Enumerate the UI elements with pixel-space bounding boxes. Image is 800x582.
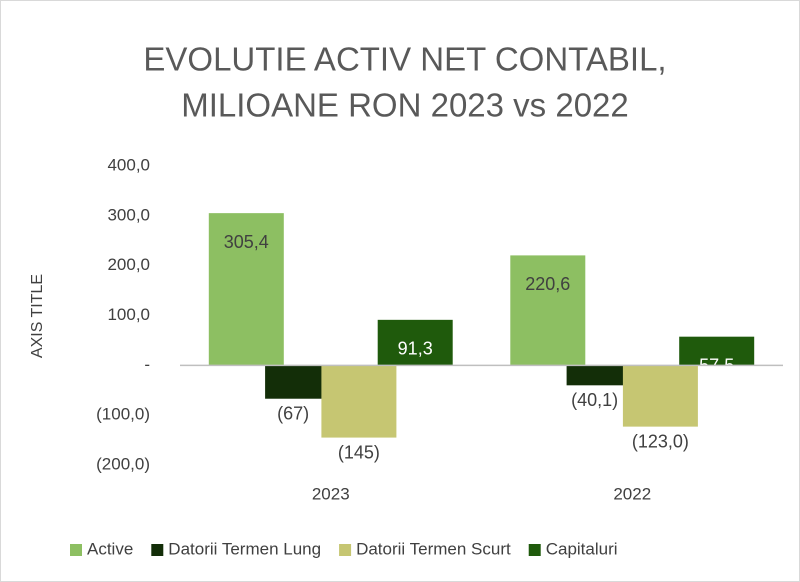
y-axis-title: AXIS TITLE bbox=[29, 274, 46, 358]
data-label: (145) bbox=[338, 442, 380, 462]
data-label: 220,6 bbox=[525, 274, 570, 294]
legend-swatch bbox=[339, 544, 352, 556]
legend-swatch bbox=[528, 544, 541, 556]
bar bbox=[679, 336, 755, 366]
legend-label: Capitaluri bbox=[546, 539, 618, 558]
bar bbox=[377, 319, 453, 366]
data-label: (40,1) bbox=[571, 390, 618, 410]
legend-swatch bbox=[151, 544, 164, 556]
bar bbox=[510, 255, 586, 366]
legend-label: Datorii Termen Scurt bbox=[356, 539, 511, 558]
data-label: (67) bbox=[277, 403, 309, 423]
bar bbox=[208, 213, 284, 366]
y-tick-label: (200,0) bbox=[96, 454, 150, 473]
data-label: 305,4 bbox=[224, 232, 269, 252]
x-tick-label: 2022 bbox=[613, 484, 651, 503]
y-tick-label: (100,0) bbox=[96, 405, 150, 424]
legend-label: Active bbox=[87, 539, 133, 558]
y-tick-label: 400,0 bbox=[107, 155, 150, 174]
x-tick-label: 2023 bbox=[312, 484, 350, 503]
y-tick-label: - bbox=[144, 355, 150, 374]
bar bbox=[566, 365, 642, 386]
data-label: 91,3 bbox=[398, 339, 433, 359]
y-tick-label: 200,0 bbox=[107, 255, 150, 274]
chart-title: EVOLUTIE ACTIV NET CONTABIL, bbox=[143, 41, 666, 78]
chart-title: MILIOANE RON 2023 vs 2022 bbox=[181, 87, 629, 124]
y-tick-label: 300,0 bbox=[107, 205, 150, 224]
y-tick-label: 100,0 bbox=[107, 305, 150, 324]
bar bbox=[321, 365, 397, 438]
bar bbox=[622, 365, 698, 427]
data-label: (123,0) bbox=[632, 431, 689, 451]
legend-label: Datorii Termen Lung bbox=[168, 539, 321, 558]
legend-swatch bbox=[70, 544, 82, 556]
